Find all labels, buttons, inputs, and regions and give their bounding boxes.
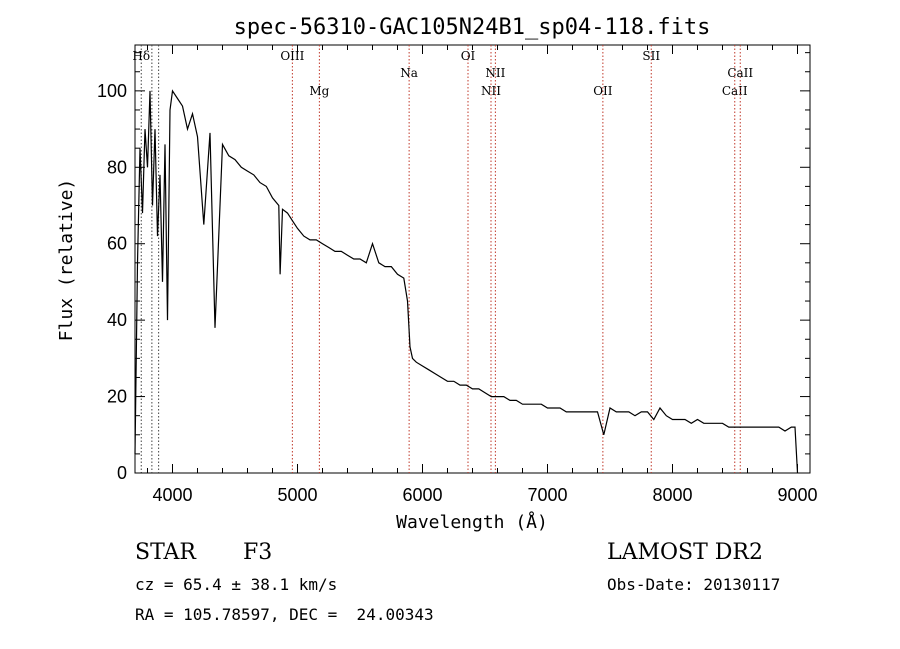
line-marker-label: NII: [485, 66, 505, 80]
x-axis-label: Wavelength (Å): [396, 511, 548, 533]
coordinates: RA = 105.78597, DEC = 24.00343: [135, 605, 434, 624]
x-tick-label: 4000: [152, 485, 192, 505]
y-tick-label: 20: [107, 387, 127, 407]
x-tick-label: 5000: [277, 485, 317, 505]
line-marker-label: OIII: [280, 49, 304, 63]
y-tick-label: 0: [117, 463, 127, 483]
plot-frame: [134, 44, 811, 474]
emission-line-markers: Hδ OIII Mg Na OI NII NII OII SII CaII CaII: [132, 45, 753, 473]
axis-ticks: [135, 45, 810, 474]
line-marker-label: CaII: [722, 84, 748, 98]
line-marker-label: CaII: [727, 66, 753, 80]
line-marker-label: Mg: [309, 84, 329, 98]
survey-name: LAMOST DR2: [607, 540, 763, 565]
line-marker-label: OII: [593, 84, 613, 98]
object-subclass: F3: [243, 540, 273, 565]
line-marker-label: SII: [642, 49, 660, 63]
y-axis-label: Flux (relative): [56, 179, 77, 342]
line-marker-label: OI: [461, 49, 476, 63]
obs-date: Obs-Date: 20130117: [607, 575, 781, 594]
spectrum-series: [134, 89, 799, 474]
x-tick-label: 7000: [527, 485, 567, 505]
redshift-info: cz = 65.4 ± 38.1 km/s: [135, 575, 338, 594]
y-tick-label: 40: [107, 310, 127, 330]
line-marker-label: NII: [481, 84, 501, 98]
x-tick-label: 6000: [402, 485, 442, 505]
axis-tick-labels: 4000 5000 6000 7000 8000 9000 0 20 40 60 80 100: [97, 81, 818, 505]
y-tick-label: 80: [107, 157, 127, 177]
x-tick-label: 9000: [777, 485, 817, 505]
y-tick-label: 60: [107, 234, 127, 254]
series-layer: [134, 89, 799, 474]
line-marker-label: Na: [400, 66, 418, 80]
line-marker-label: Hδ: [132, 49, 150, 63]
chart-title: spec-56310-GAC105N24B1_sp04-118.fits: [234, 15, 711, 40]
y-tick-label: 100: [97, 81, 127, 101]
object-class: STAR: [135, 540, 196, 565]
x-tick-label: 8000: [652, 485, 692, 505]
